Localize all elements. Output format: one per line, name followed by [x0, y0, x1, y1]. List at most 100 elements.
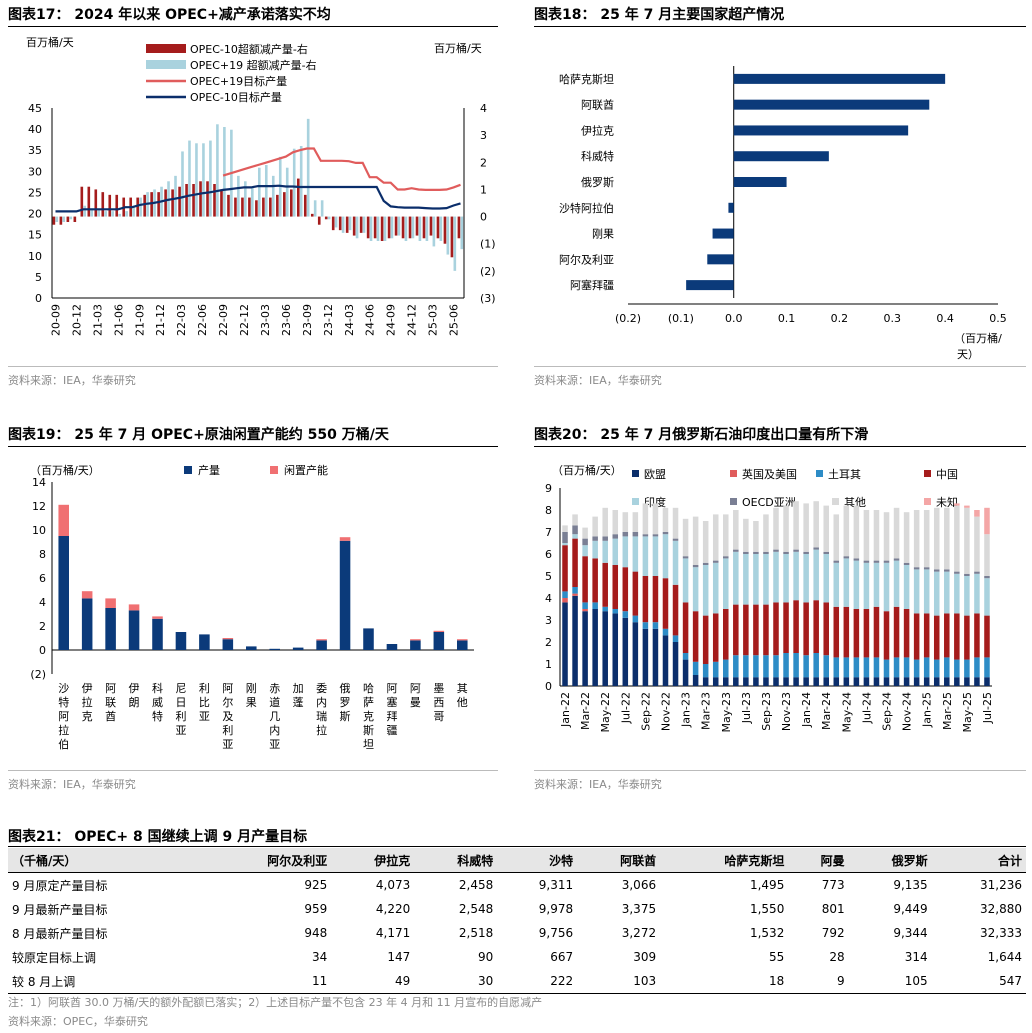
chart20-bar: [813, 677, 819, 686]
chart19-bar: [199, 634, 210, 650]
chart20-bar: [974, 516, 980, 572]
chart20-bar: [783, 677, 789, 686]
chart20-bar: [682, 558, 689, 603]
chart20-bar: [853, 657, 860, 678]
chart17-bar: [446, 216, 450, 255]
chart20-bar: [964, 615, 970, 660]
chart20-bar: [712, 613, 719, 662]
chart18-category-label: 俄罗斯: [581, 176, 614, 189]
chart20-bar: [813, 600, 819, 653]
chart17-bar: [171, 189, 174, 217]
chart19-bar: [457, 640, 468, 650]
chart17-bar: [209, 140, 212, 217]
chart20-bar: [652, 534, 659, 537]
chart17-bar: [373, 216, 377, 239]
chart20-bar: [803, 655, 809, 678]
table21-cell: 948: [304, 926, 328, 940]
chart20-bar: [733, 510, 739, 550]
table21-cell: 9,756: [538, 926, 574, 940]
chart18-x-tick: 0.3: [884, 312, 902, 325]
chart20-bar: [903, 562, 910, 565]
chart19-panel: 图表19： 25 年 7 月 OPEC+原油闲置产能约 550 万桶/天 （百万…: [8, 424, 498, 804]
chart20-bar: [572, 593, 578, 596]
chart20-x-tick: Jan-23: [680, 692, 693, 728]
chart17-bar: [111, 211, 114, 217]
chart17-bar: [202, 143, 205, 217]
chart17-yleft-tick: 20: [28, 208, 42, 221]
chart20-bar: [592, 536, 598, 541]
chart20-bar: [642, 628, 649, 686]
chart20-legend-swatch: [816, 470, 823, 477]
chart20-bar: [592, 609, 598, 686]
chart17-yright-tick: 1: [480, 183, 487, 196]
chart20-bar: [612, 534, 619, 539]
chart20-bar: [954, 571, 960, 574]
chart20-bar: [843, 677, 850, 686]
chart17-bar: [271, 175, 275, 217]
chart18-x-tick: 0.5: [989, 312, 1007, 325]
table21-cell: 4,220: [375, 902, 411, 916]
chart20-y-tick: 7: [545, 526, 552, 539]
chart17-bar: [241, 197, 244, 217]
chart19-y-tick: (2): [30, 668, 46, 681]
chart17-bar: [348, 216, 352, 231]
chart20-bar: [853, 558, 860, 561]
chart19-category-label: 哈: [363, 682, 374, 695]
chart20-bar: [662, 578, 669, 629]
chart20-bar: [964, 507, 970, 574]
chart20-y-tick: 2: [545, 636, 552, 649]
chart19-bar: [386, 644, 398, 650]
chart17-bar: [248, 197, 251, 217]
chart19-category-label: 阿: [222, 682, 233, 695]
chart20-bar: [853, 505, 860, 559]
chart20-bar: [712, 562, 719, 614]
chart17-x-tick: 20-12: [70, 304, 83, 336]
chart17-bar: [404, 216, 408, 241]
chart17-yleft-tick: 0: [35, 292, 42, 305]
chart19-category-label: 亚: [269, 738, 280, 751]
chart20-bar: [883, 659, 890, 678]
chart20-bar: [803, 677, 809, 686]
chart19-bar: [433, 632, 445, 650]
chart20-bar: [853, 560, 860, 609]
chart19-bar: [363, 628, 374, 650]
chart20-y-tick: 4: [545, 592, 552, 605]
chart17-bar: [150, 192, 153, 217]
chart19-bar: [175, 632, 187, 650]
chart20-bar: [833, 562, 840, 607]
chart19-bar: [339, 540, 351, 650]
chart19-category-label: 曼: [410, 696, 421, 709]
chart20-title: 图表20： 25 年 7 月俄罗斯石油印度出口量有所下滑: [534, 427, 869, 443]
chart20-bar: [692, 565, 699, 568]
chart20-bar: [823, 551, 829, 554]
chart20-bar: [954, 505, 960, 572]
chart18-x-tick: (0.1): [668, 312, 694, 325]
chart18-bar: [712, 228, 734, 239]
chart20-bar: [783, 551, 789, 554]
chart19-category-label: 日: [175, 696, 186, 709]
chart20-bar: [763, 677, 769, 686]
chart20-bar: [572, 514, 578, 526]
chart17-yleft-tick: 25: [28, 186, 42, 199]
chart20-legend-label: 英国及美国: [742, 467, 797, 481]
table21-header-cell: 伊拉克: [331, 848, 415, 873]
chart19-category-label: 尔: [222, 696, 233, 709]
table21-cell: 18: [660, 969, 789, 994]
chart18-category-label: 伊拉克: [581, 123, 614, 137]
chart20-source-rule: [534, 770, 1026, 771]
chart20-bar: [753, 604, 759, 656]
chart19-bar: [222, 639, 234, 650]
table21-header-cell: 合计: [931, 848, 1026, 873]
chart18-title: 图表18： 25 年 7 月主要国家超产情况: [534, 7, 785, 23]
chart18-x-tick: 0.0: [725, 312, 743, 325]
chart17-bar: [59, 216, 63, 225]
chart17-bar: [338, 216, 342, 231]
chart19-legend-label: 产量: [198, 463, 220, 477]
chart20-bar: [903, 657, 910, 678]
chart20-bar: [702, 615, 709, 664]
chart20-bar: [853, 609, 860, 658]
chart20-bar: [642, 503, 649, 535]
table21-cell: 667: [550, 950, 574, 964]
table21-cell: 792: [821, 926, 845, 940]
chart20-bar: [984, 534, 990, 576]
